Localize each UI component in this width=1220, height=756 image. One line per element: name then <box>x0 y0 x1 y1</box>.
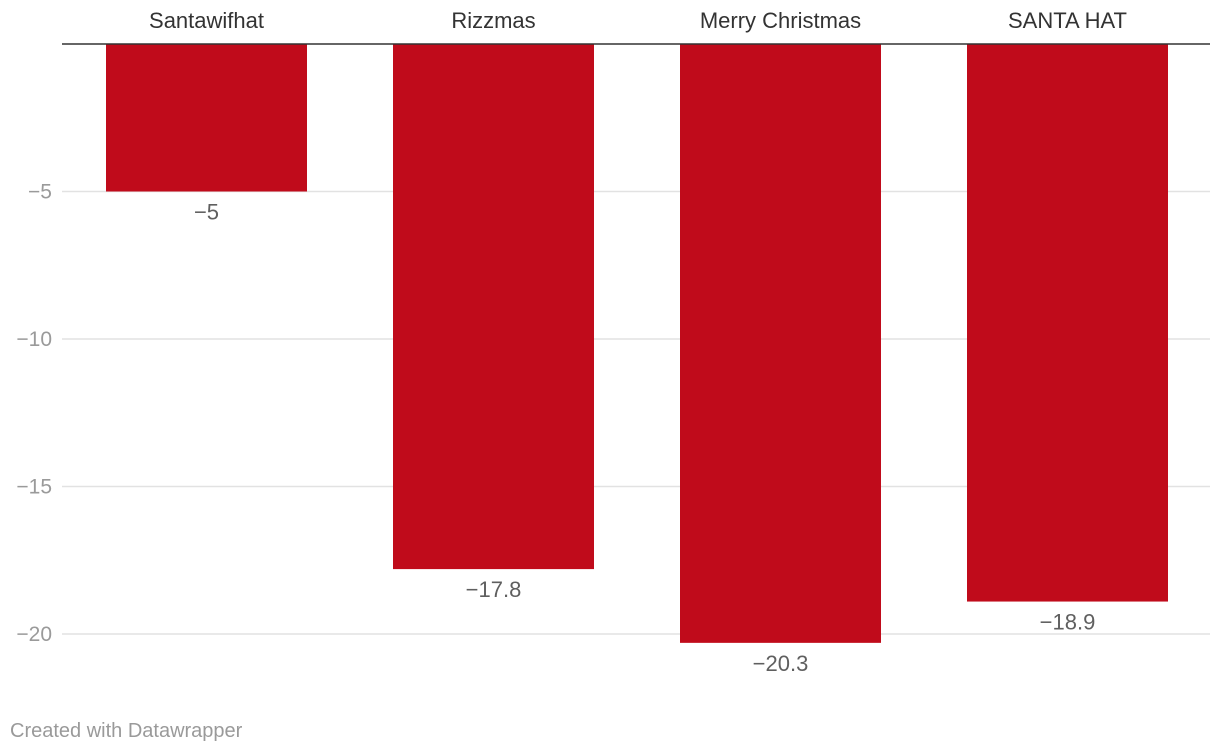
y-tick-label: −20 <box>16 623 52 646</box>
bars <box>106 44 1168 643</box>
y-axis-ticks: −5 −10 −15 −20 <box>16 181 52 647</box>
bar-value-label: −17.8 <box>466 577 522 602</box>
value-labels: −5 −17.8 −20.3 −18.9 <box>194 200 1095 676</box>
bar <box>393 44 594 570</box>
bar-value-label: −18.9 <box>1040 610 1096 635</box>
bar <box>680 44 881 643</box>
bar <box>967 44 1168 602</box>
bar-value-label: −20.3 <box>753 651 809 676</box>
category-label: Merry Christmas <box>700 8 861 33</box>
y-tick-label: −5 <box>28 181 52 204</box>
category-label: Santawifhat <box>149 8 264 33</box>
y-tick-label: −15 <box>16 476 52 499</box>
category-labels: Santawifhat Rizzmas Merry Christmas SANTA H… <box>149 8 1127 33</box>
category-label: SANTA HAT <box>1008 8 1127 33</box>
category-label: Rizzmas <box>451 8 535 33</box>
bar <box>106 44 307 192</box>
y-tick-label: −10 <box>16 328 52 351</box>
credit-text: Created with Datawrapper <box>10 720 243 742</box>
bar-value-label: −5 <box>194 200 219 225</box>
